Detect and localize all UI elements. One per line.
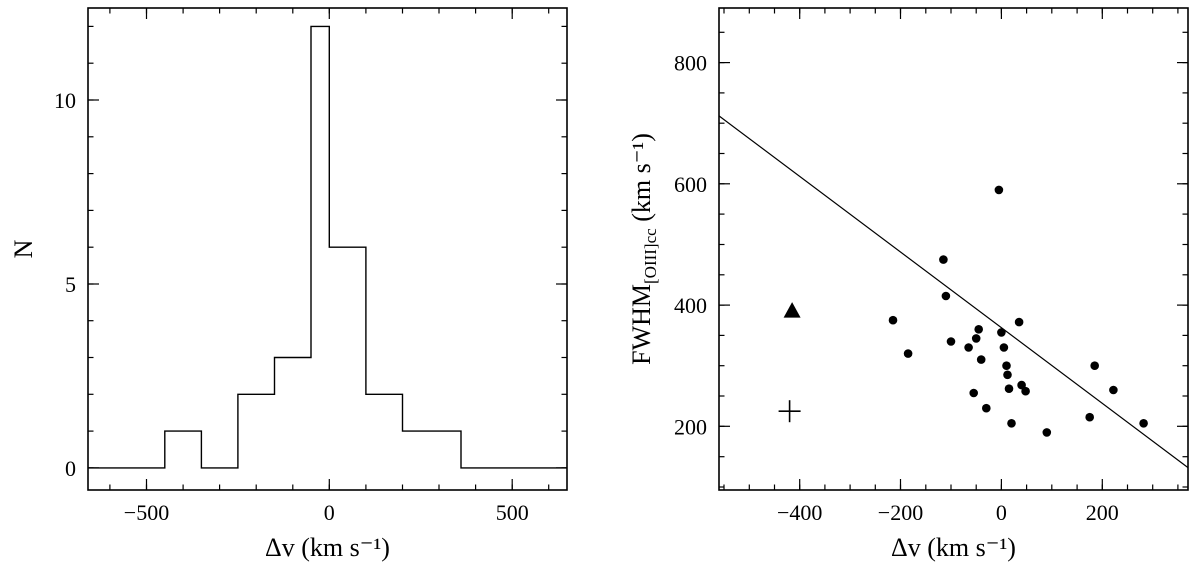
y-tick-label: 10 <box>54 88 76 113</box>
triangle-marker <box>783 302 801 318</box>
y-tick-label: 800 <box>674 51 707 76</box>
scatter-point <box>1139 419 1148 428</box>
y-tick-label: 600 <box>674 172 707 197</box>
y-axis-title: FWHM[OIII]cc (km s⁻¹) <box>627 133 660 365</box>
scatter-point <box>1085 412 1094 422</box>
scatter-point <box>1002 361 1011 371</box>
scatter-point <box>994 185 1004 195</box>
scatter-point <box>964 343 973 352</box>
y-tick-label: 200 <box>674 414 707 439</box>
x-tick-label: 500 <box>496 500 529 525</box>
scatter-panel: −400 −200 0 200 200 400 600 800 Δv (km s⁻¹) FWHM[… <box>627 7 1189 562</box>
scatter-point <box>997 328 1006 337</box>
y-axis-title: N <box>9 239 38 258</box>
x-tick-label: −500 <box>124 500 169 525</box>
scatter-point <box>969 388 978 398</box>
axes-frame <box>718 7 1189 491</box>
fit-line <box>718 115 1189 469</box>
scatter-point <box>946 337 956 346</box>
scatter-point <box>974 325 983 334</box>
y-tick-label: 5 <box>65 272 76 297</box>
x-tick-label: −200 <box>878 500 923 525</box>
histogram-panel: −500 0 500 0 5 10 Δv (km s⁻¹) N <box>9 7 568 562</box>
scatter-point <box>1004 384 1014 394</box>
x-tick-label: 0 <box>996 500 1007 525</box>
scatter-point <box>1014 317 1024 327</box>
x-axis-title: Δv (km s⁻¹) <box>891 533 1016 562</box>
scatter-point <box>982 403 991 413</box>
scatter-point <box>939 255 948 264</box>
scatter-point <box>1021 386 1030 396</box>
scatter-point <box>1003 370 1012 380</box>
scatter-point <box>888 315 898 325</box>
scatter-point <box>1042 428 1052 437</box>
y-tick-label: 0 <box>65 456 76 481</box>
scatter-point <box>1090 361 1099 371</box>
scatter-point <box>999 343 1009 352</box>
scatter-point <box>976 355 986 364</box>
scatter-point <box>903 349 913 358</box>
x-tick-label: 200 <box>1086 500 1119 525</box>
scatter-point <box>941 291 951 301</box>
ticks <box>88 8 567 490</box>
axes-frame <box>87 7 568 491</box>
ticks <box>719 8 1188 490</box>
histogram-step-path <box>88 25 567 469</box>
y-tick-label: 400 <box>674 293 707 318</box>
cross-marker <box>778 400 801 423</box>
x-axis-title: Δv (km s⁻¹) <box>265 533 390 562</box>
scatter-point <box>971 334 981 343</box>
scatter-point <box>1109 385 1118 395</box>
x-tick-label: −400 <box>777 500 822 525</box>
scatter-point <box>1007 419 1016 428</box>
x-tick-label: 0 <box>324 500 335 525</box>
scatter-point <box>1017 380 1026 390</box>
